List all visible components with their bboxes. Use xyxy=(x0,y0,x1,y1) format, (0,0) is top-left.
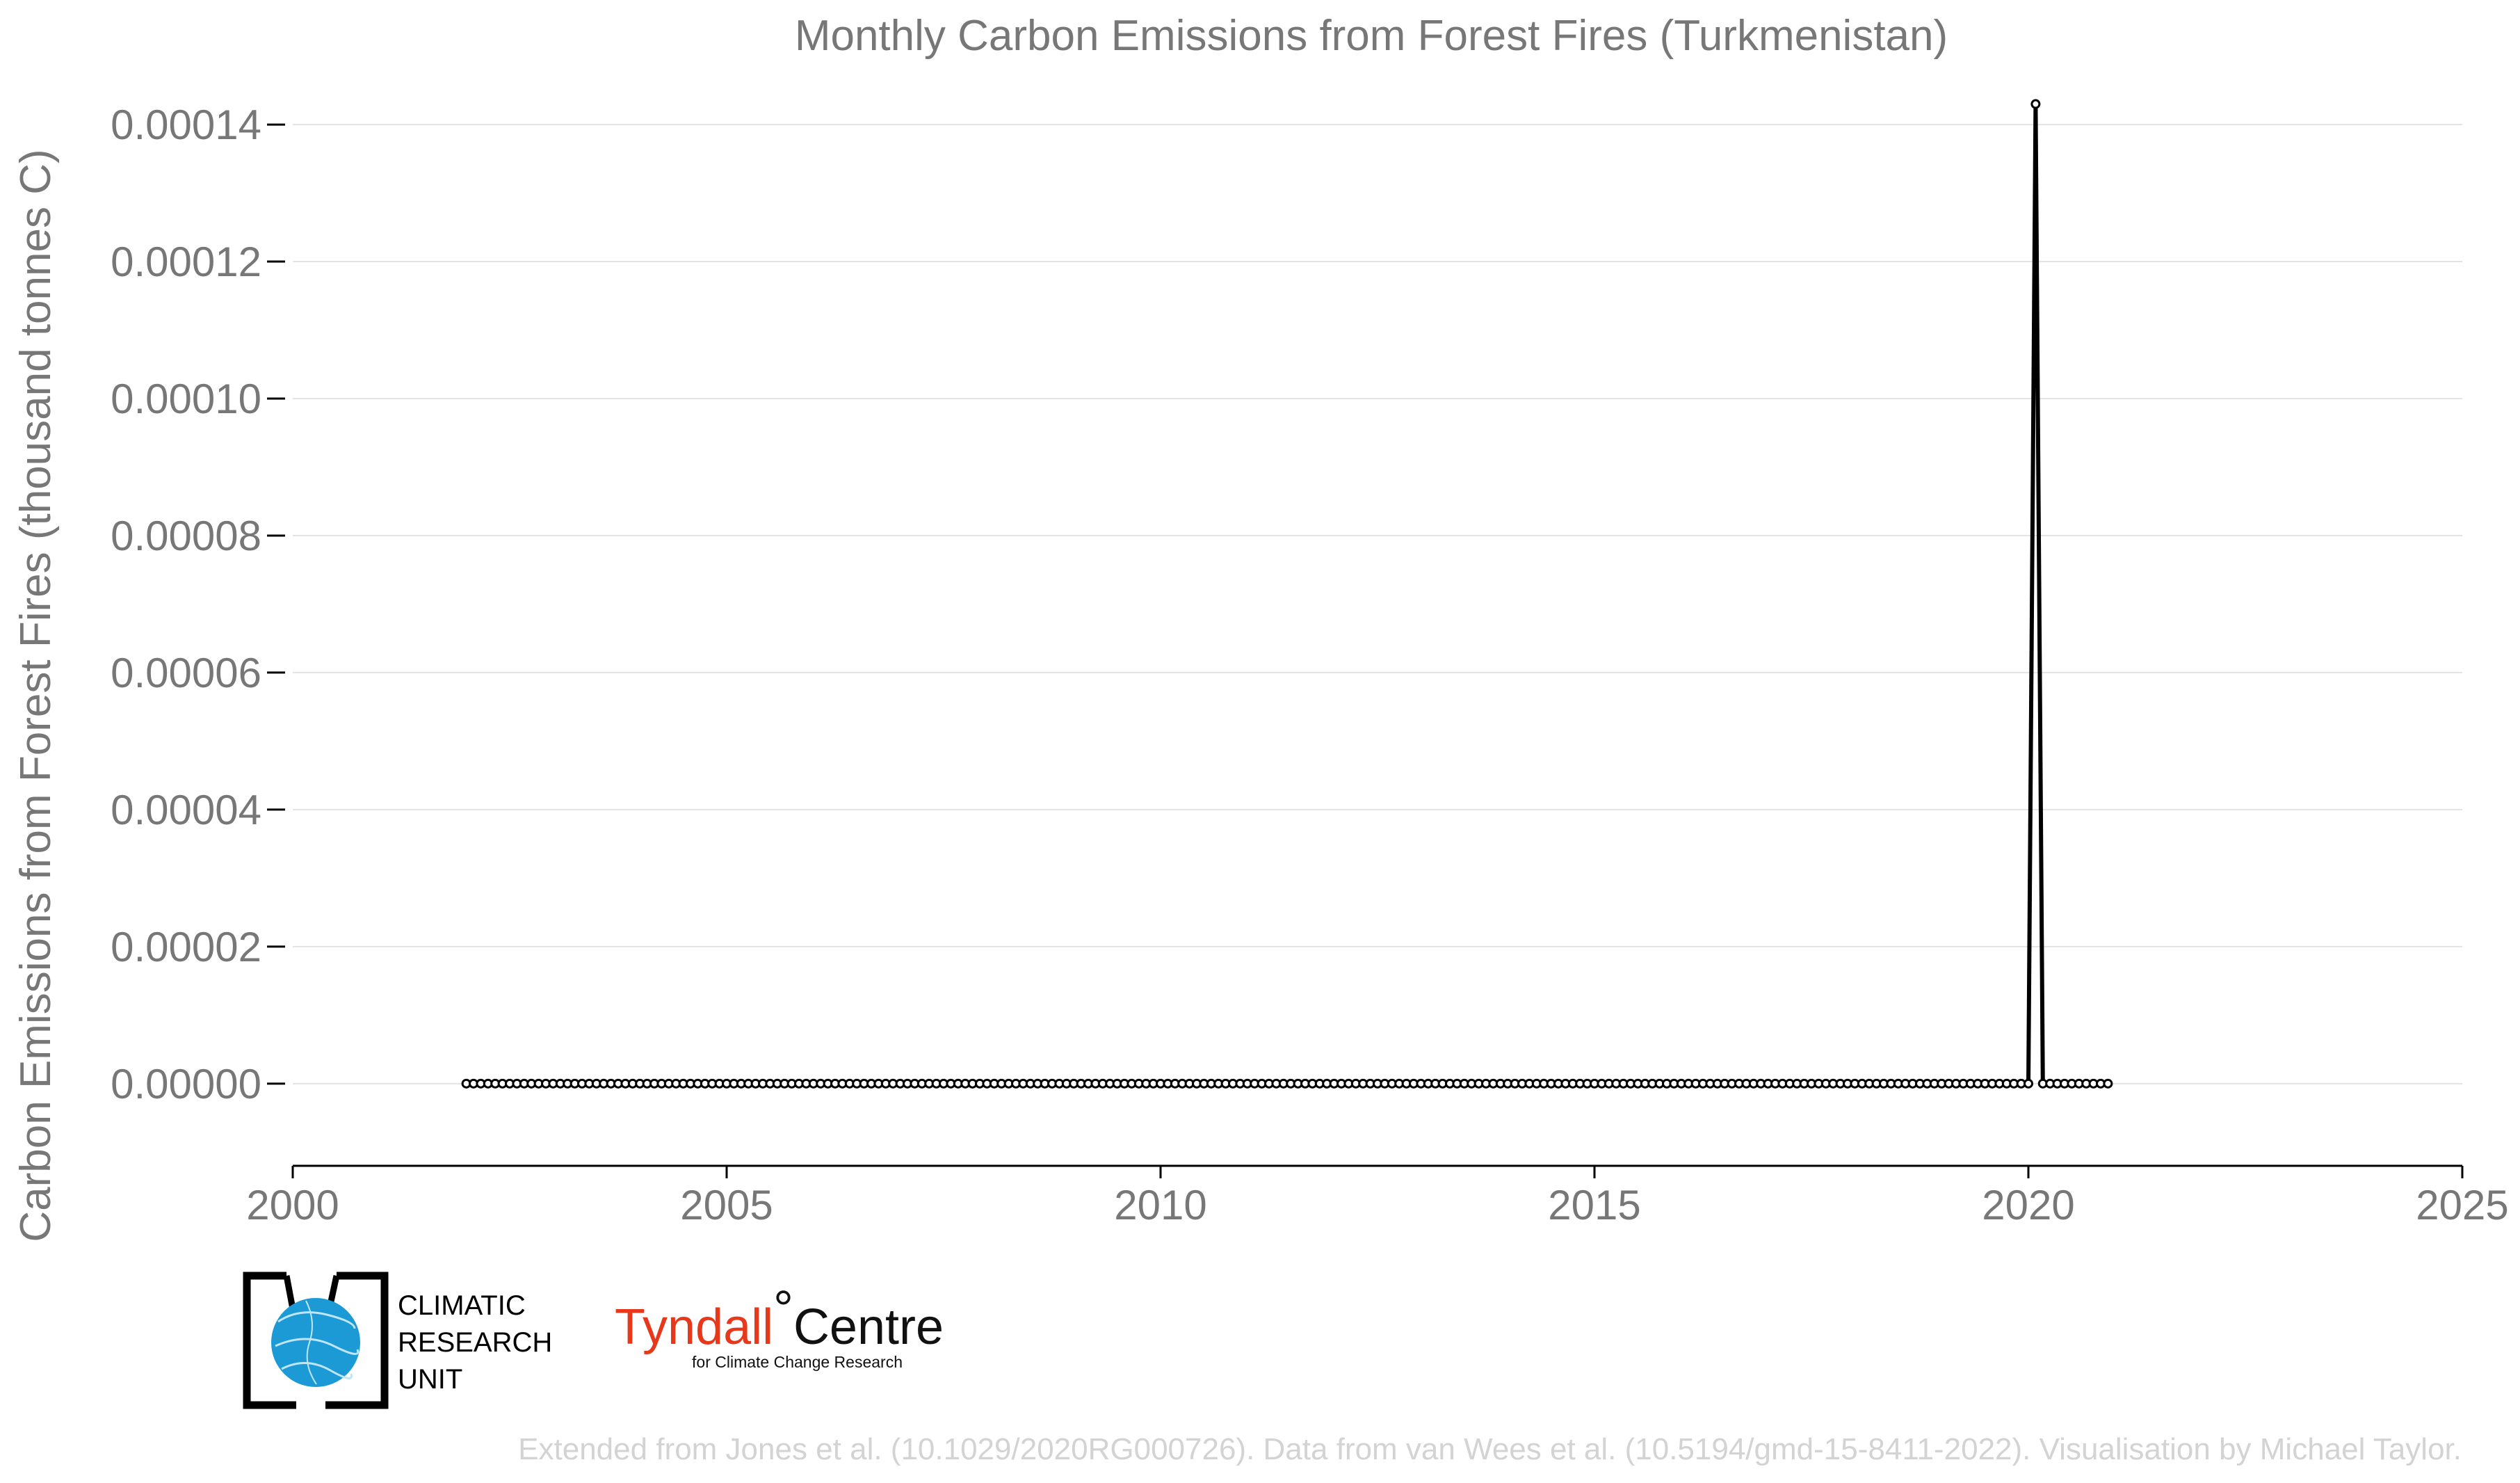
cru-line1: CLIMATIC xyxy=(398,1290,526,1321)
y-tick-label: 0.00006 xyxy=(111,650,261,696)
y-tick-label: 0.00002 xyxy=(111,924,261,970)
x-tick-label: 2020 xyxy=(1982,1182,2074,1228)
y-tick-label: 0.00000 xyxy=(111,1061,261,1107)
cru-line2: RESEARCH xyxy=(398,1327,552,1358)
tyndall-main: Tyndall xyxy=(615,1299,773,1355)
cru-logo: CLIMATIC RESEARCH UNIT xyxy=(243,1272,552,1409)
series-emissions xyxy=(461,99,2113,1089)
y-tick-label: 0.00012 xyxy=(111,239,261,285)
y-axis-label: Carbon Emissions from Forest Fires (thou… xyxy=(12,149,60,1242)
cru-line3: UNIT xyxy=(398,1364,462,1395)
tyndall-degree: ° xyxy=(773,1281,793,1337)
data-point xyxy=(2030,99,2041,109)
chart-title: Monthly Carbon Emissions from Forest Fir… xyxy=(795,12,1948,60)
y-tick-label: 0.00008 xyxy=(111,513,261,559)
x-tick-label: 2010 xyxy=(1114,1182,1206,1228)
svg-text:Tyndall°Centre: Tyndall°Centre xyxy=(615,1281,944,1355)
data-point xyxy=(2024,1078,2033,1089)
gridlines xyxy=(293,124,2462,1084)
data-point xyxy=(2103,1078,2113,1089)
tyndall-subtitle: for Climate Change Research xyxy=(692,1353,903,1371)
x-tick-label: 2015 xyxy=(1548,1182,1640,1228)
tyndall-logo: Tyndall°Centre for Climate Change Resear… xyxy=(615,1281,944,1371)
y-tick-label: 0.00004 xyxy=(111,787,261,833)
x-axis-ticks: 2000 2005 2010 2015 2020 2025 xyxy=(246,1166,2509,1228)
x-tick-label: 2000 xyxy=(246,1182,339,1228)
y-tick-label: 0.00010 xyxy=(111,376,261,422)
credit-line: Extended from Jones et al. (10.1029/2020… xyxy=(518,1432,2462,1466)
x-tick-label: 2005 xyxy=(680,1182,773,1228)
y-tick-label: 0.00014 xyxy=(111,102,261,148)
series-line xyxy=(466,104,2108,1086)
tyndall-centre: Centre xyxy=(793,1299,944,1355)
y-axis-ticks: 0.00000 0.00002 0.00004 0.00006 0.00008 0.000… xyxy=(111,102,285,1107)
globe-icon xyxy=(271,1298,360,1387)
x-tick-label: 2025 xyxy=(2416,1182,2508,1228)
